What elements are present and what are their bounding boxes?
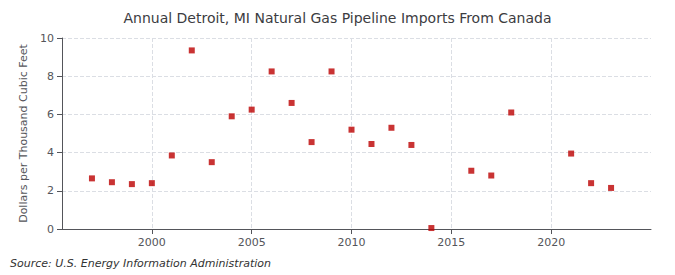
svg-text:2005: 2005 [238,236,266,249]
svg-text:Source: U.S. Energy Informatio: Source: U.S. Energy Information Administ… [10,257,271,270]
svg-text:2: 2 [47,184,54,197]
svg-text:4: 4 [47,146,54,159]
svg-text:2020: 2020 [537,236,565,249]
svg-text:10: 10 [40,32,54,45]
svg-text:Annual Detroit, MI Natural Gas: Annual Detroit, MI Natural Gas Pipeline … [123,10,551,26]
svg-text:2000: 2000 [138,236,166,249]
svg-text:2010: 2010 [338,236,366,249]
svg-text:Dollars per Thousand Cubic Fee: Dollars per Thousand Cubic Feet [17,43,30,222]
svg-text:8: 8 [47,70,54,83]
svg-text:6: 6 [47,108,54,121]
svg-text:2015: 2015 [437,236,465,249]
svg-text:0: 0 [47,223,54,236]
